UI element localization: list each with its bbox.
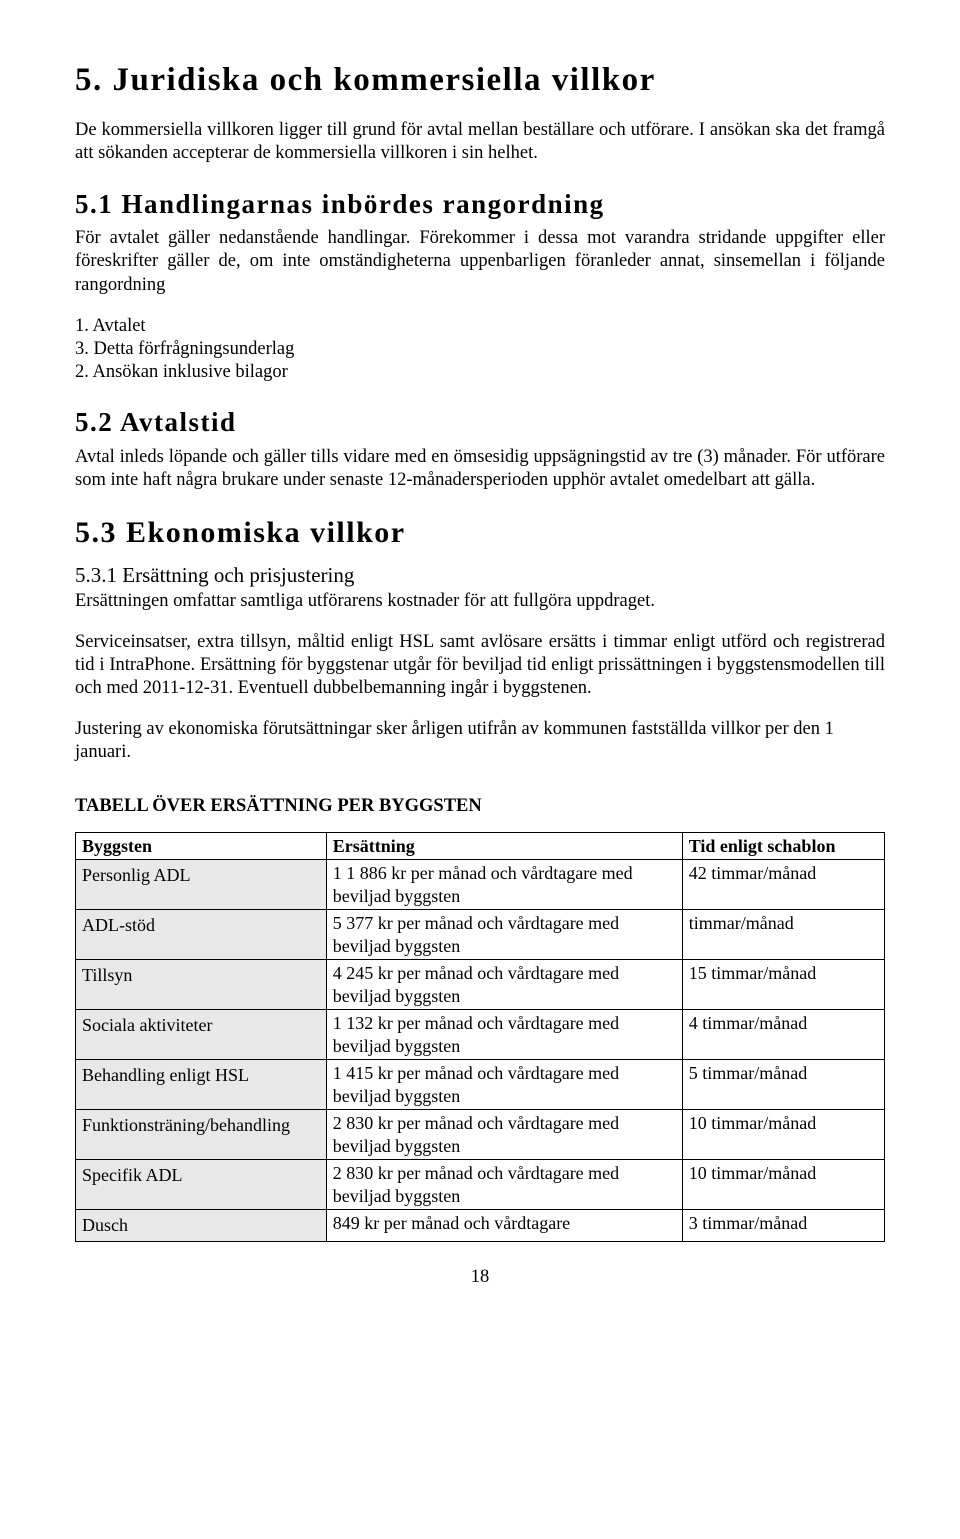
table-row: Dusch849 kr per månad och vårdtagare3 ti… <box>76 1210 885 1242</box>
heading-5-3-1: 5.3.1 Ersättning och prisjustering <box>75 562 885 588</box>
table-row: Behandling enligt HSL1 415 kr per månad … <box>76 1060 885 1110</box>
cell-tid: 3 timmar/månad <box>682 1210 884 1242</box>
cell-tid: timmar/månad <box>682 910 884 960</box>
cell-tid: 10 timmar/månad <box>682 1160 884 1210</box>
cell-tid: 15 timmar/månad <box>682 960 884 1010</box>
page-number: 18 <box>75 1266 885 1289</box>
cell-byggsten: Sociala aktiviteter <box>76 1010 327 1060</box>
para-5-3-1a: Ersättningen omfattar samtliga utföraren… <box>75 590 885 613</box>
ranking-item-3: 2. Ansökan inklusive bilagor <box>75 361 885 384</box>
table-header-tid: Tid enligt schablon <box>682 832 884 860</box>
heading-5-1: 5.1 Handlingarnas inbördes rangordning <box>75 188 885 222</box>
cell-tid: 4 timmar/månad <box>682 1010 884 1060</box>
table-header-ersattning: Ersättning <box>326 832 682 860</box>
cell-byggsten: Funktionsträning/behandling <box>76 1110 327 1160</box>
cell-tid: 5 timmar/månad <box>682 1060 884 1110</box>
cell-ersattning: 2 830 kr per månad och vårdtagare med be… <box>326 1110 682 1160</box>
cell-ersattning: 4 245 kr per månad och vårdtagare med be… <box>326 960 682 1010</box>
table-row: Funktionsträning/behandling2 830 kr per … <box>76 1110 885 1160</box>
table-title: TABELL ÖVER ERSÄTTNING PER BYGGSTEN <box>75 795 885 818</box>
intro-5: De kommersiella villkoren ligger till gr… <box>75 119 885 165</box>
para-5-1: För avtalet gäller nedanstående handling… <box>75 227 885 296</box>
para-5-2: Avtal inleds löpande och gäller tills vi… <box>75 446 885 492</box>
table-row: Personlig ADL1 1 886 kr per månad och vå… <box>76 860 885 910</box>
cell-byggsten: Behandling enligt HSL <box>76 1060 327 1110</box>
heading-5-3: 5.3 Ekonomiska villkor <box>75 514 885 552</box>
cell-tid: 10 timmar/månad <box>682 1110 884 1160</box>
ranking-item-2: 3. Detta förfrågningsunderlag <box>75 338 885 361</box>
heading-5: 5. Juridiska och kommersiella villkor <box>75 60 885 101</box>
compensation-table: Byggsten Ersättning Tid enligt schablon … <box>75 832 885 1242</box>
heading-5-2: 5.2 Avtalstid <box>75 406 885 440</box>
table-row: Sociala aktiviteter1 132 kr per månad oc… <box>76 1010 885 1060</box>
cell-byggsten: ADL-stöd <box>76 910 327 960</box>
table-header-byggsten: Byggsten <box>76 832 327 860</box>
cell-ersattning: 849 kr per månad och vårdtagare <box>326 1210 682 1242</box>
cell-byggsten: Specifik ADL <box>76 1160 327 1210</box>
cell-ersattning: 1 1 886 kr per månad och vårdtagare med … <box>326 860 682 910</box>
ranking-item-1: 1. Avtalet <box>75 315 885 338</box>
cell-byggsten: Personlig ADL <box>76 860 327 910</box>
para-5-3-1b: Serviceinsatser, extra tillsyn, måltid e… <box>75 631 885 700</box>
cell-ersattning: 1 415 kr per månad och vårdtagare med be… <box>326 1060 682 1110</box>
cell-ersattning: 2 830 kr per månad och vårdtagare med be… <box>326 1160 682 1210</box>
cell-byggsten: Tillsyn <box>76 960 327 1010</box>
para-5-3-1c: Justering av ekonomiska förutsättningar … <box>75 718 885 764</box>
table-row: ADL-stöd5 377 kr per månad och vårdtagar… <box>76 910 885 960</box>
cell-tid: 42 timmar/månad <box>682 860 884 910</box>
table-row: Tillsyn4 245 kr per månad och vårdtagare… <box>76 960 885 1010</box>
cell-ersattning: 5 377 kr per månad och vårdtagare med be… <box>326 910 682 960</box>
cell-ersattning: 1 132 kr per månad och vårdtagare med be… <box>326 1010 682 1060</box>
cell-byggsten: Dusch <box>76 1210 327 1242</box>
table-row: Specifik ADL2 830 kr per månad och vårdt… <box>76 1160 885 1210</box>
